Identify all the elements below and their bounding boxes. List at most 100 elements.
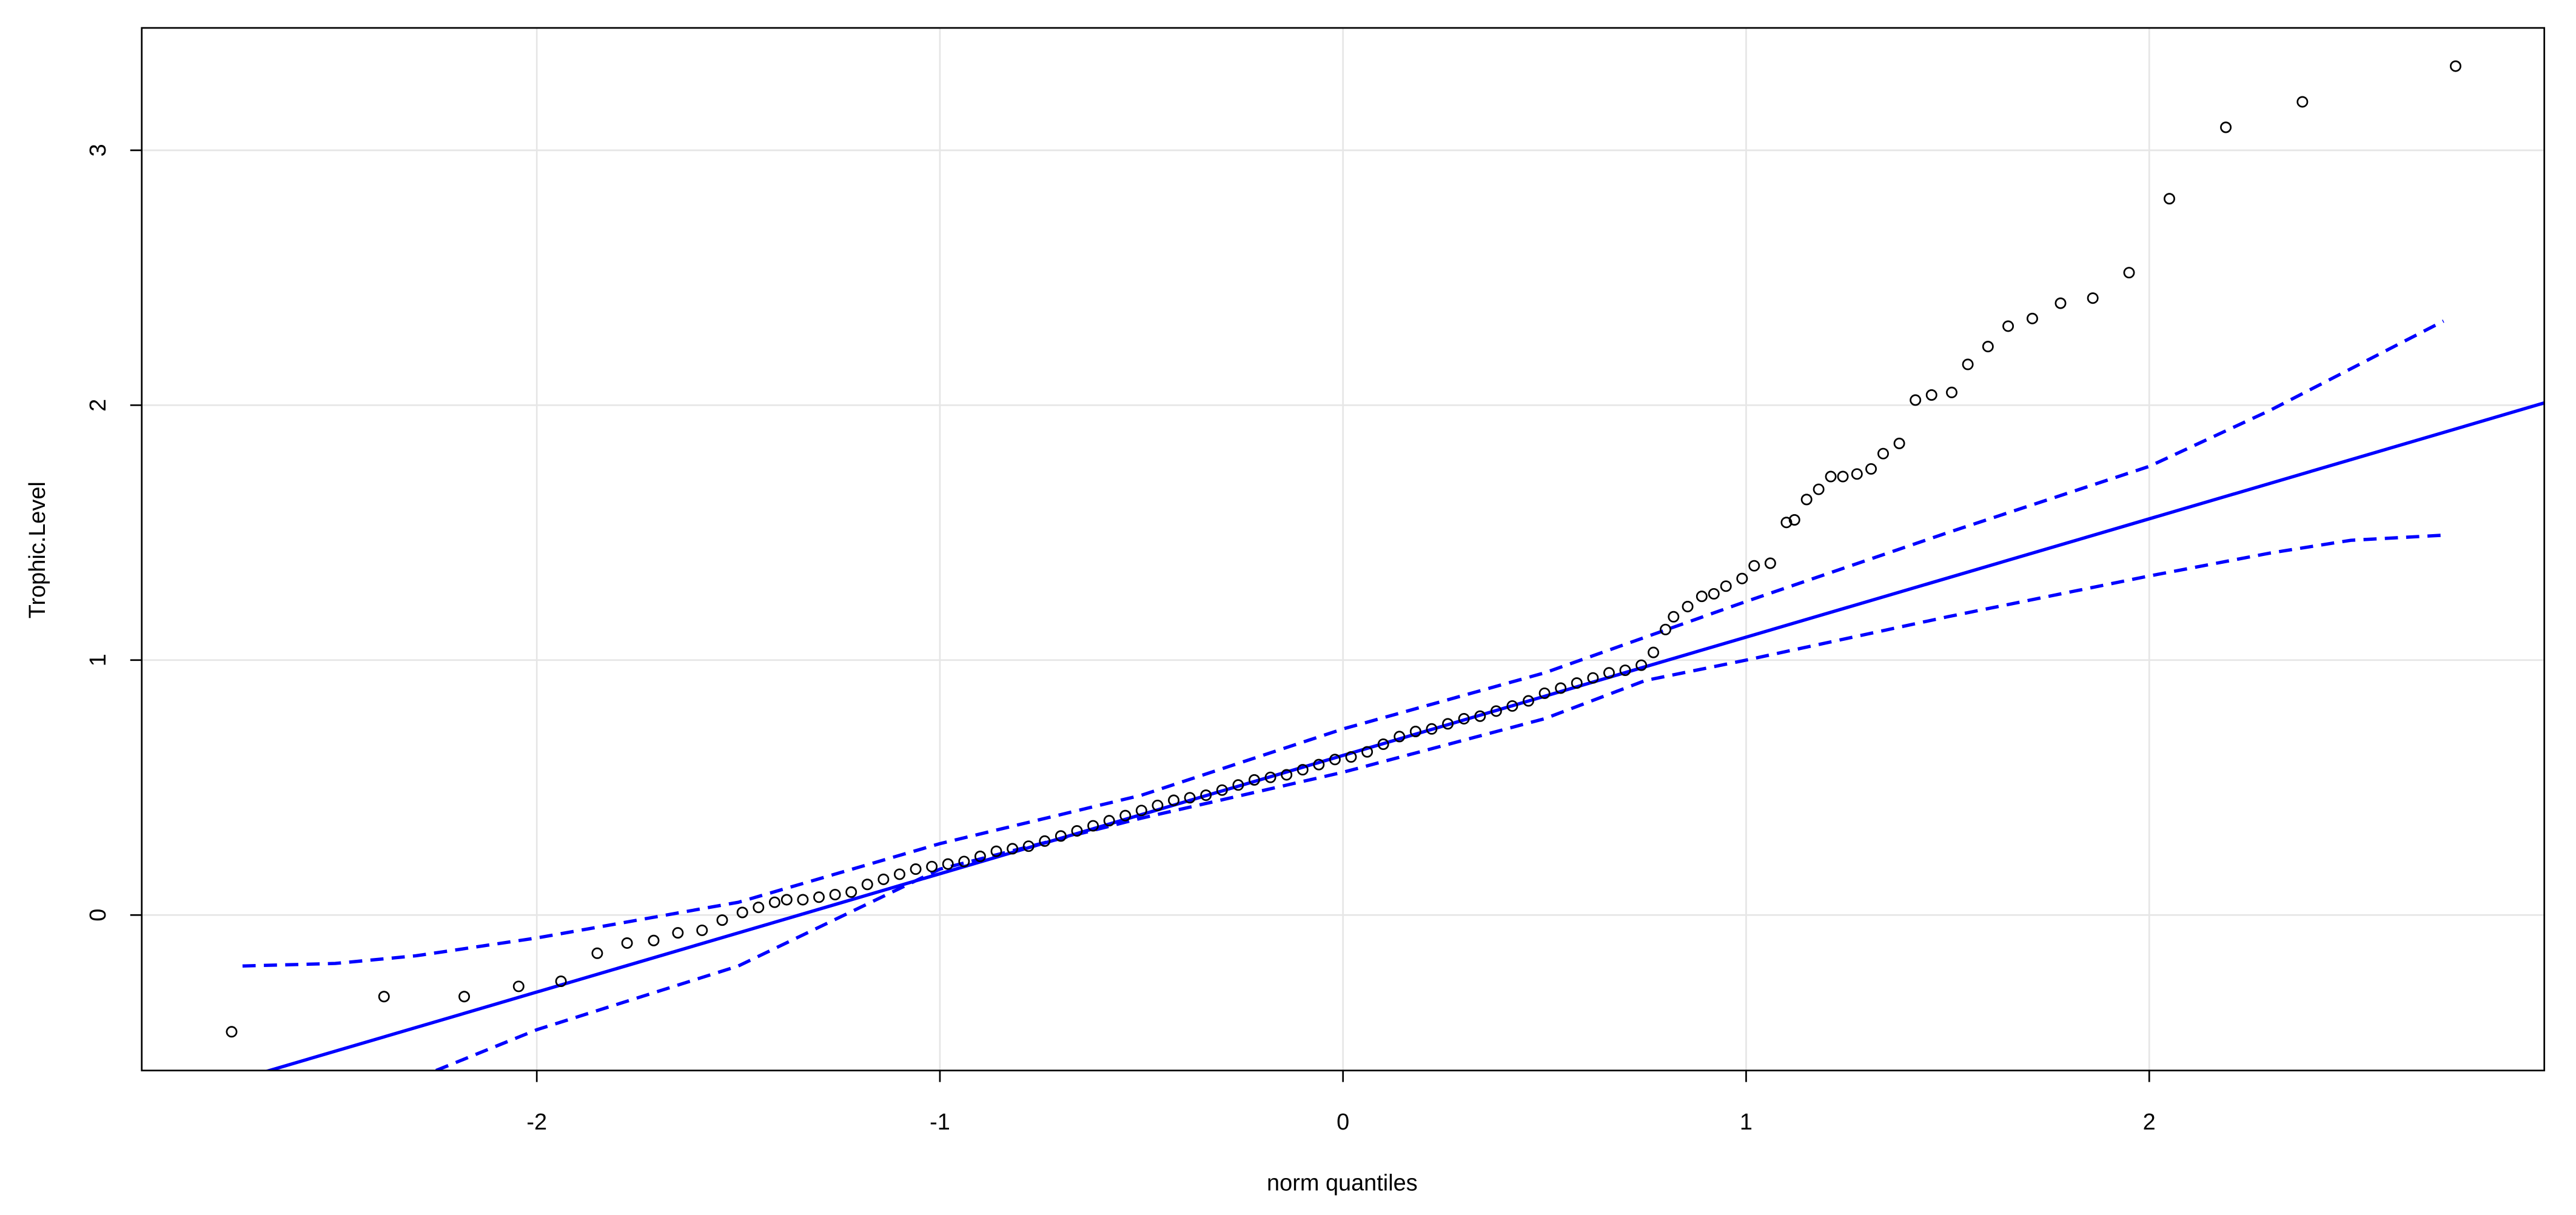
x-axis-label: norm quantiles [1267,1170,1418,1196]
data-point [1982,341,1994,353]
data-point [2002,320,2014,332]
data-point [1394,731,1406,743]
x-tick-label: 0 [1337,1110,1349,1135]
data-point [1648,646,1660,658]
data-point [1039,835,1051,847]
data-point [1345,751,1357,763]
data-point [1603,667,1615,679]
data-point [1135,805,1147,817]
data-point [696,924,708,936]
data-point [1361,746,1374,758]
data-point [1216,784,1228,796]
plot-frame [141,27,2546,1072]
data-point [1377,738,1389,750]
data-point [648,934,660,946]
data-point [621,937,633,949]
data-point [1264,771,1276,783]
data-point [1800,494,1813,506]
data-point [378,991,390,1003]
data-point [458,991,471,1003]
data-point [1925,389,1937,401]
reference-line [263,401,2544,1071]
y-tick-label: 0 [86,909,111,922]
data-point [1825,470,1837,483]
data-point [1851,468,1863,480]
data-point [926,860,938,872]
data-point [1877,447,1889,460]
data-point [1248,774,1260,786]
y-tick-label: 1 [86,654,111,666]
data-point [716,914,728,926]
data-point [2296,96,2309,108]
data-point [1720,580,1732,592]
data-point [1962,358,1974,370]
data-point [1682,600,1694,612]
data-point [1696,591,1708,603]
y-tick-label: 3 [86,144,111,156]
data-point [1748,560,1760,572]
data-point [829,889,841,901]
data-point [1184,792,1196,804]
data-point [672,927,684,939]
data-point [1736,572,1748,584]
data-point [1232,779,1244,791]
data-point [1281,769,1293,781]
data-point [2087,292,2099,304]
data-point [1071,825,1083,837]
data-point [768,896,780,908]
data-point [1200,789,1212,802]
x-tick-label: -2 [526,1110,547,1135]
data-point [555,976,567,988]
data-point [1780,517,1793,529]
data-point [226,1026,238,1038]
y-tick-label: 2 [86,399,111,412]
data-point [1103,815,1115,827]
data-point [736,906,748,919]
data-point [861,879,873,891]
data-point [1055,830,1067,842]
x-tick-label: 1 [1740,1110,1753,1135]
data-point [1426,723,1438,735]
data-point [2220,121,2232,133]
data-point [942,858,954,870]
data-point [1788,514,1800,526]
data-point [1555,682,1567,694]
data-point [2123,267,2135,279]
data-point [1329,754,1341,766]
data-point [877,873,890,885]
data-point [1668,611,1680,623]
x-tick-label: -1 [930,1110,950,1135]
data-point [1708,587,1720,600]
y-axis-label: Trophic.Level [25,481,50,618]
data-point [2449,60,2461,72]
data-point [797,894,809,906]
data-point [1296,764,1309,776]
data-point [1119,809,1132,822]
data-point [1087,820,1099,832]
data-point [1313,758,1325,771]
data-point [1837,470,1849,483]
data-point [1813,483,1825,495]
data-point [1571,677,1583,689]
data-point [974,851,986,862]
data-point [2026,312,2038,324]
data-point [1490,705,1502,717]
data-point [1538,687,1551,699]
data-point [2163,193,2175,205]
data-point [813,891,825,903]
plot-area [226,60,2544,1071]
data-point [1893,437,1905,449]
data-point [1152,799,1164,811]
data-point [1007,843,1019,855]
data-point [845,886,857,898]
data-point [958,855,970,868]
data-point [894,868,905,880]
data-point [1409,726,1421,737]
data-point [1946,386,1957,398]
data-point [591,947,603,959]
data-point [1587,672,1599,684]
confidence-band [242,320,2444,968]
data-point [1635,659,1648,671]
data-point [1506,700,1518,712]
